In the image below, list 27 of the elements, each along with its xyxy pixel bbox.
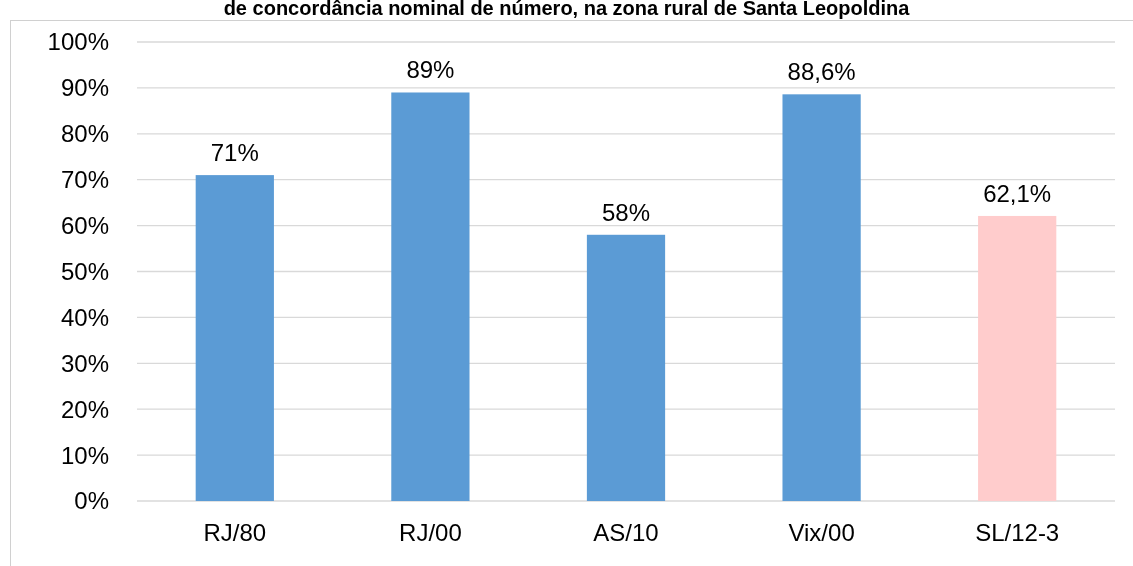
bar <box>782 94 861 501</box>
x-tick-label: Vix/00 <box>788 519 855 546</box>
x-tick-label: RJ/80 <box>203 519 267 546</box>
y-tick-label: 60% <box>60 212 109 239</box>
bar <box>586 234 666 501</box>
data-label: 89% <box>406 56 455 84</box>
y-tick-label: 30% <box>60 349 109 377</box>
y-tick-label: 0% <box>74 487 109 515</box>
chart-title: de concordância nominal de número, na zona rural de Santa Leopoldina <box>223 0 911 19</box>
y-tick-label: 10% <box>60 441 109 469</box>
data-label: 58% <box>601 198 651 226</box>
x-tick-label: AS/10 <box>593 519 659 546</box>
bar <box>391 92 470 501</box>
x-tick-label: RJ/00 <box>399 519 462 546</box>
y-tick-label: 70% <box>60 166 109 194</box>
y-tick-label: 80% <box>60 120 109 148</box>
y-tick-label: 40% <box>60 303 109 331</box>
y-tick-label: 100% <box>47 28 109 56</box>
bar <box>195 175 274 501</box>
y-tick-label: 50% <box>60 257 109 285</box>
data-label: 71% <box>210 139 259 167</box>
x-tick-label: SL/12-3 <box>975 519 1060 546</box>
y-tick-label: 20% <box>60 395 109 423</box>
data-label: 62,1% <box>983 179 1052 207</box>
y-tick-label: 90% <box>60 74 109 102</box>
bar <box>978 215 1057 501</box>
data-label: 88,6% <box>787 58 856 86</box>
